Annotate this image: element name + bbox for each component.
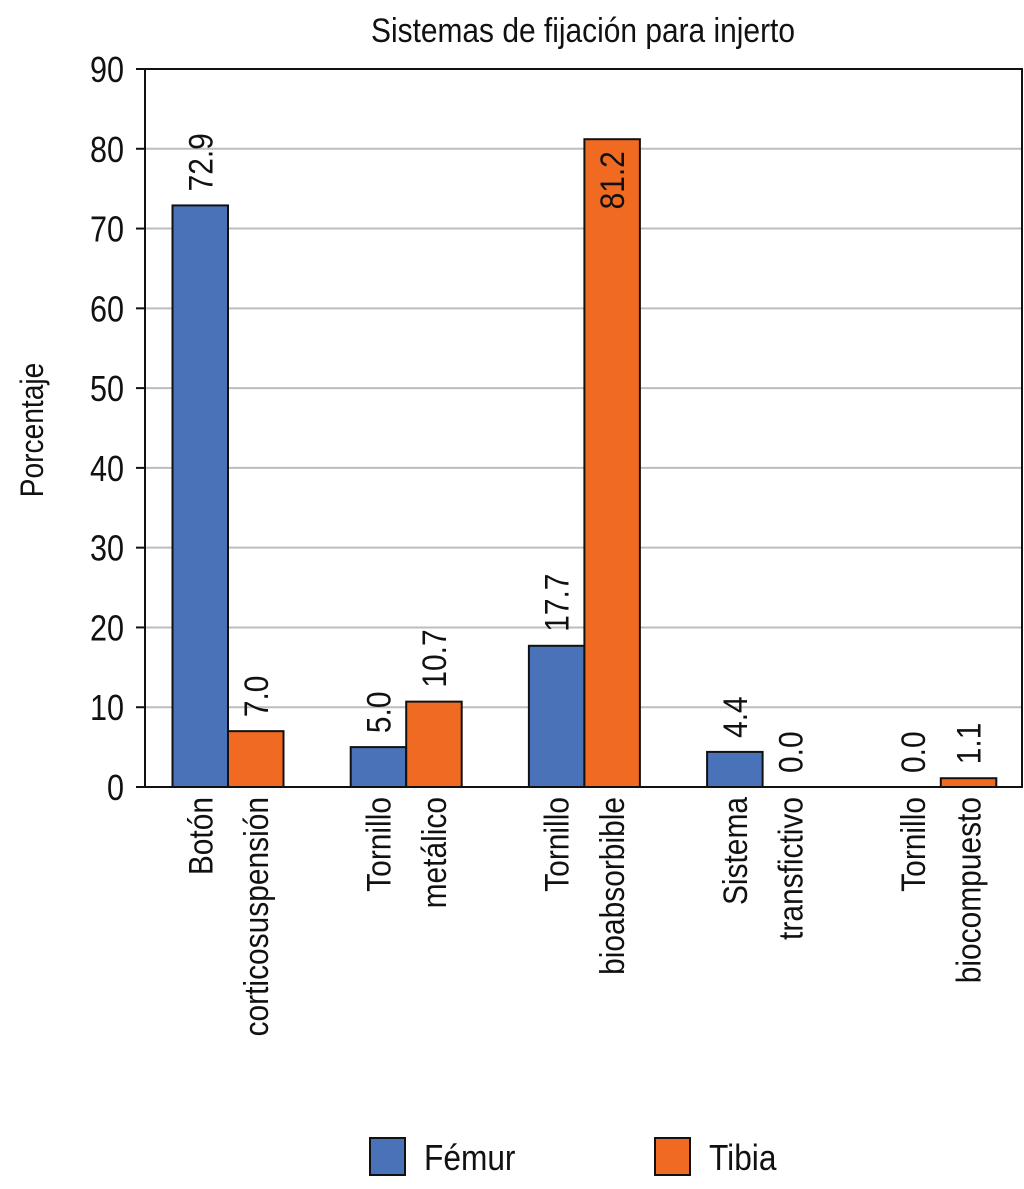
bar-fmur [527,644,586,788]
bar-fmur [349,746,408,788]
category-label: biocompuesto [950,797,988,983]
data-label: 81.2 [593,151,631,209]
x-axis: Botón corticosuspensión Tornillo metálico To… [181,797,988,1037]
data-label: 10.7 [415,629,453,687]
y-axis-label: Porcentaje [15,363,50,498]
data-label: 1.1 [950,723,988,765]
legend: Fémur Tibia [369,1137,777,1178]
value-labels: 72.9 7.0 5.0 10.7 17.7 81.2 4.4 0.0 0.0 1.1 [181,133,988,773]
y-tick-label: 0 [107,769,124,809]
category-label: Tornillo [360,797,398,892]
y-tick-label: 70 [90,210,124,250]
y-tick-label: 90 [90,51,124,91]
category-label: Sistema [716,797,754,905]
legend-swatch [654,1137,691,1176]
category-label: corticosuspensión [237,797,275,1036]
bar-tibia [227,730,285,789]
y-tick-label: 30 [90,529,124,569]
category-label: transfictivo [772,797,810,940]
data-label: 0.0 [894,731,932,773]
bars [171,138,998,789]
y-tick-label: 40 [90,450,124,490]
data-label: 7.0 [237,676,275,718]
data-label: 5.0 [360,692,398,734]
bar-tibia [583,138,641,788]
data-label: 0.0 [772,731,810,773]
category-label: Tornillo [894,797,932,892]
category-label: metálico [415,797,453,908]
data-label: 72.9 [181,133,219,191]
y-tick-label: 60 [90,290,124,330]
legend-label: Tibia [709,1138,777,1178]
category-label: Botón [181,797,219,875]
plot-frame [144,68,1023,788]
bar-tibia [939,777,998,788]
chart-title: Sistemas de fijación para injerto [371,11,795,49]
category-label: bioabsorbible [593,797,631,975]
category-label: Tornillo [538,797,576,892]
y-axis: 0 10 20 30 40 50 60 70 80 90 [90,51,145,809]
data-label: 4.4 [716,696,754,738]
data-label: 17.7 [538,574,576,632]
bar-fmur [171,204,229,789]
y-tick-label: 20 [90,609,124,649]
bar-fmur [706,750,764,788]
legend-swatch [369,1137,406,1176]
y-tick-label: 80 [90,131,124,171]
legend-label: Fémur [424,1138,515,1178]
y-tick-label: 50 [90,370,124,410]
bar-tibia [405,700,463,788]
y-tick-label: 10 [90,689,124,729]
